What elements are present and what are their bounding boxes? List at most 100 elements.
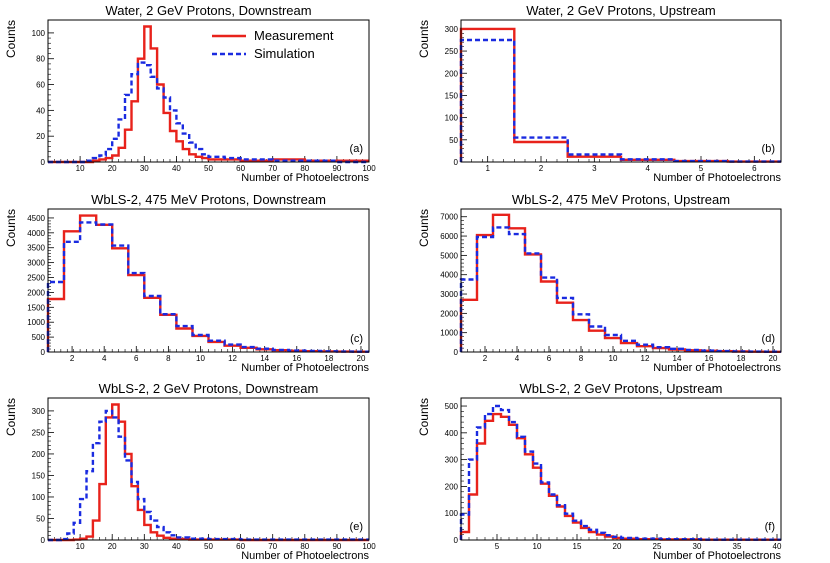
x-tick-label: 60: [236, 542, 245, 551]
y-tick-label: 250: [445, 47, 459, 56]
x-tick-label: 1: [485, 164, 490, 173]
x-tick-label: 40: [172, 164, 181, 173]
plot-frame: [460, 208, 782, 353]
y-tick-label: 20: [36, 132, 45, 141]
x-tick-label: 2: [70, 354, 75, 363]
panel-tag: (c): [350, 333, 363, 345]
y-axis-label: Counts: [417, 209, 431, 247]
x-axis-label: Number of Photoelectrons: [653, 550, 781, 562]
x-tick-label: 5: [495, 542, 500, 551]
simulation-series: [46, 221, 369, 353]
measurement-series: [46, 214, 369, 353]
plot-frame: [460, 397, 782, 541]
x-tick-label: 30: [140, 542, 149, 551]
measurement-series: [48, 25, 369, 164]
x-tick-label: 70: [268, 542, 277, 551]
x-tick-label: 10: [609, 354, 618, 363]
y-tick-label: 2000: [27, 288, 45, 297]
x-tick-label: 100: [362, 164, 376, 173]
x-tick-label: 20: [769, 354, 778, 363]
x-tick-label: 6: [547, 354, 552, 363]
x-tick-label: 8: [579, 354, 584, 363]
x-tick-label: 5: [699, 164, 704, 173]
x-tick-label: 8: [166, 354, 171, 363]
x-tick-label: 90: [332, 542, 341, 551]
x-axis-label: Number of Photoelectrons: [241, 172, 369, 184]
x-tick-label: 20: [108, 164, 117, 173]
x-tick-label: 2: [483, 354, 488, 363]
y-tick-label: 3000: [440, 290, 458, 299]
y-tick-label: 3500: [27, 244, 45, 253]
x-tick-label: 15: [573, 542, 582, 551]
y-axis-label: Counts: [4, 20, 18, 58]
y-tick-label: 100: [32, 29, 46, 38]
simulation-series: [459, 404, 781, 541]
panel-tag: (a): [350, 143, 363, 155]
simulation-series: [459, 38, 781, 163]
x-tick-label: 40: [773, 542, 782, 551]
legend: Measurement Simulation: [212, 28, 334, 61]
x-tick-label: 10: [196, 354, 205, 363]
x-tick-label: 4: [645, 164, 650, 173]
y-tick-label: 300: [445, 25, 459, 34]
x-tick-label: 10: [76, 542, 85, 551]
x-tick-label: 80: [300, 542, 309, 551]
y-tick-label: 0: [454, 348, 459, 357]
panel-f: WbLS-2, 2 GeV Protons, Upstream Counts Num…: [417, 381, 782, 562]
x-tick-label: 2: [539, 164, 544, 173]
panel-tag: (d): [762, 333, 775, 345]
measurement-series: [459, 27, 781, 163]
x-tick-label: 18: [737, 354, 746, 363]
y-tick-label: 100: [445, 509, 459, 518]
panel-tag: (e): [350, 521, 363, 533]
y-tick-label: 60: [36, 81, 45, 90]
y-tick-label: 250: [32, 428, 46, 437]
panel-a: Water, 2 GeV Protons, Downstream Counts Nu…: [4, 3, 376, 184]
x-tick-label: 10: [76, 164, 85, 173]
x-axis-label: Number of Photoelectrons: [241, 550, 369, 562]
y-tick-label: 200: [445, 482, 459, 491]
x-tick-label: 80: [300, 164, 309, 173]
x-tick-label: 12: [228, 354, 237, 363]
simulation-series: [459, 226, 781, 353]
y-tick-label: 40: [36, 106, 45, 115]
x-tick-label: 70: [268, 164, 277, 173]
y-tick-label: 200: [445, 69, 459, 78]
x-tick-label: 10: [533, 542, 542, 551]
chart-title: WbLS-2, 2 GeV Protons, Downstream: [99, 381, 319, 396]
panel-c: WbLS-2, 475 MeV Protons, Downstream Count…: [4, 192, 370, 374]
y-tick-label: 400: [445, 429, 459, 438]
panel-b: Water, 2 GeV Protons, Upstream Counts Numb…: [417, 3, 782, 184]
y-tick-label: 5000: [440, 251, 458, 260]
chart-title: Water, 2 GeV Protons, Upstream: [526, 3, 716, 18]
y-tick-label: 50: [36, 514, 45, 523]
y-axis-label: Counts: [4, 398, 18, 436]
y-tick-label: 4000: [27, 229, 45, 238]
y-tick-label: 2000: [440, 309, 458, 318]
x-tick-label: 14: [260, 354, 269, 363]
y-axis-label: Counts: [417, 398, 431, 436]
x-tick-label: 16: [292, 354, 301, 363]
plot-frame: [47, 208, 370, 353]
x-tick-label: 40: [172, 542, 181, 551]
simulation-series: [48, 61, 369, 164]
y-tick-label: 2500: [27, 274, 45, 283]
y-axis-label: Counts: [417, 20, 431, 58]
y-tick-label: 6000: [440, 232, 458, 241]
y-tick-label: 7000: [440, 213, 458, 222]
x-tick-label: 50: [204, 164, 213, 173]
x-tick-label: 100: [362, 542, 376, 551]
x-tick-label: 4: [102, 354, 107, 363]
chart-title: Water, 2 GeV Protons, Downstream: [105, 3, 311, 18]
y-tick-label: 100: [445, 114, 459, 123]
legend-measurement-label: Measurement: [254, 28, 334, 43]
legend-simulation-label: Simulation: [254, 46, 315, 61]
y-tick-label: 3000: [27, 259, 45, 268]
x-tick-label: 30: [693, 542, 702, 551]
y-tick-label: 1500: [27, 303, 45, 312]
panel-tag: (b): [762, 143, 775, 155]
y-tick-label: 0: [41, 158, 46, 167]
y-tick-label: 4500: [27, 214, 45, 223]
y-tick-label: 300: [32, 407, 46, 416]
